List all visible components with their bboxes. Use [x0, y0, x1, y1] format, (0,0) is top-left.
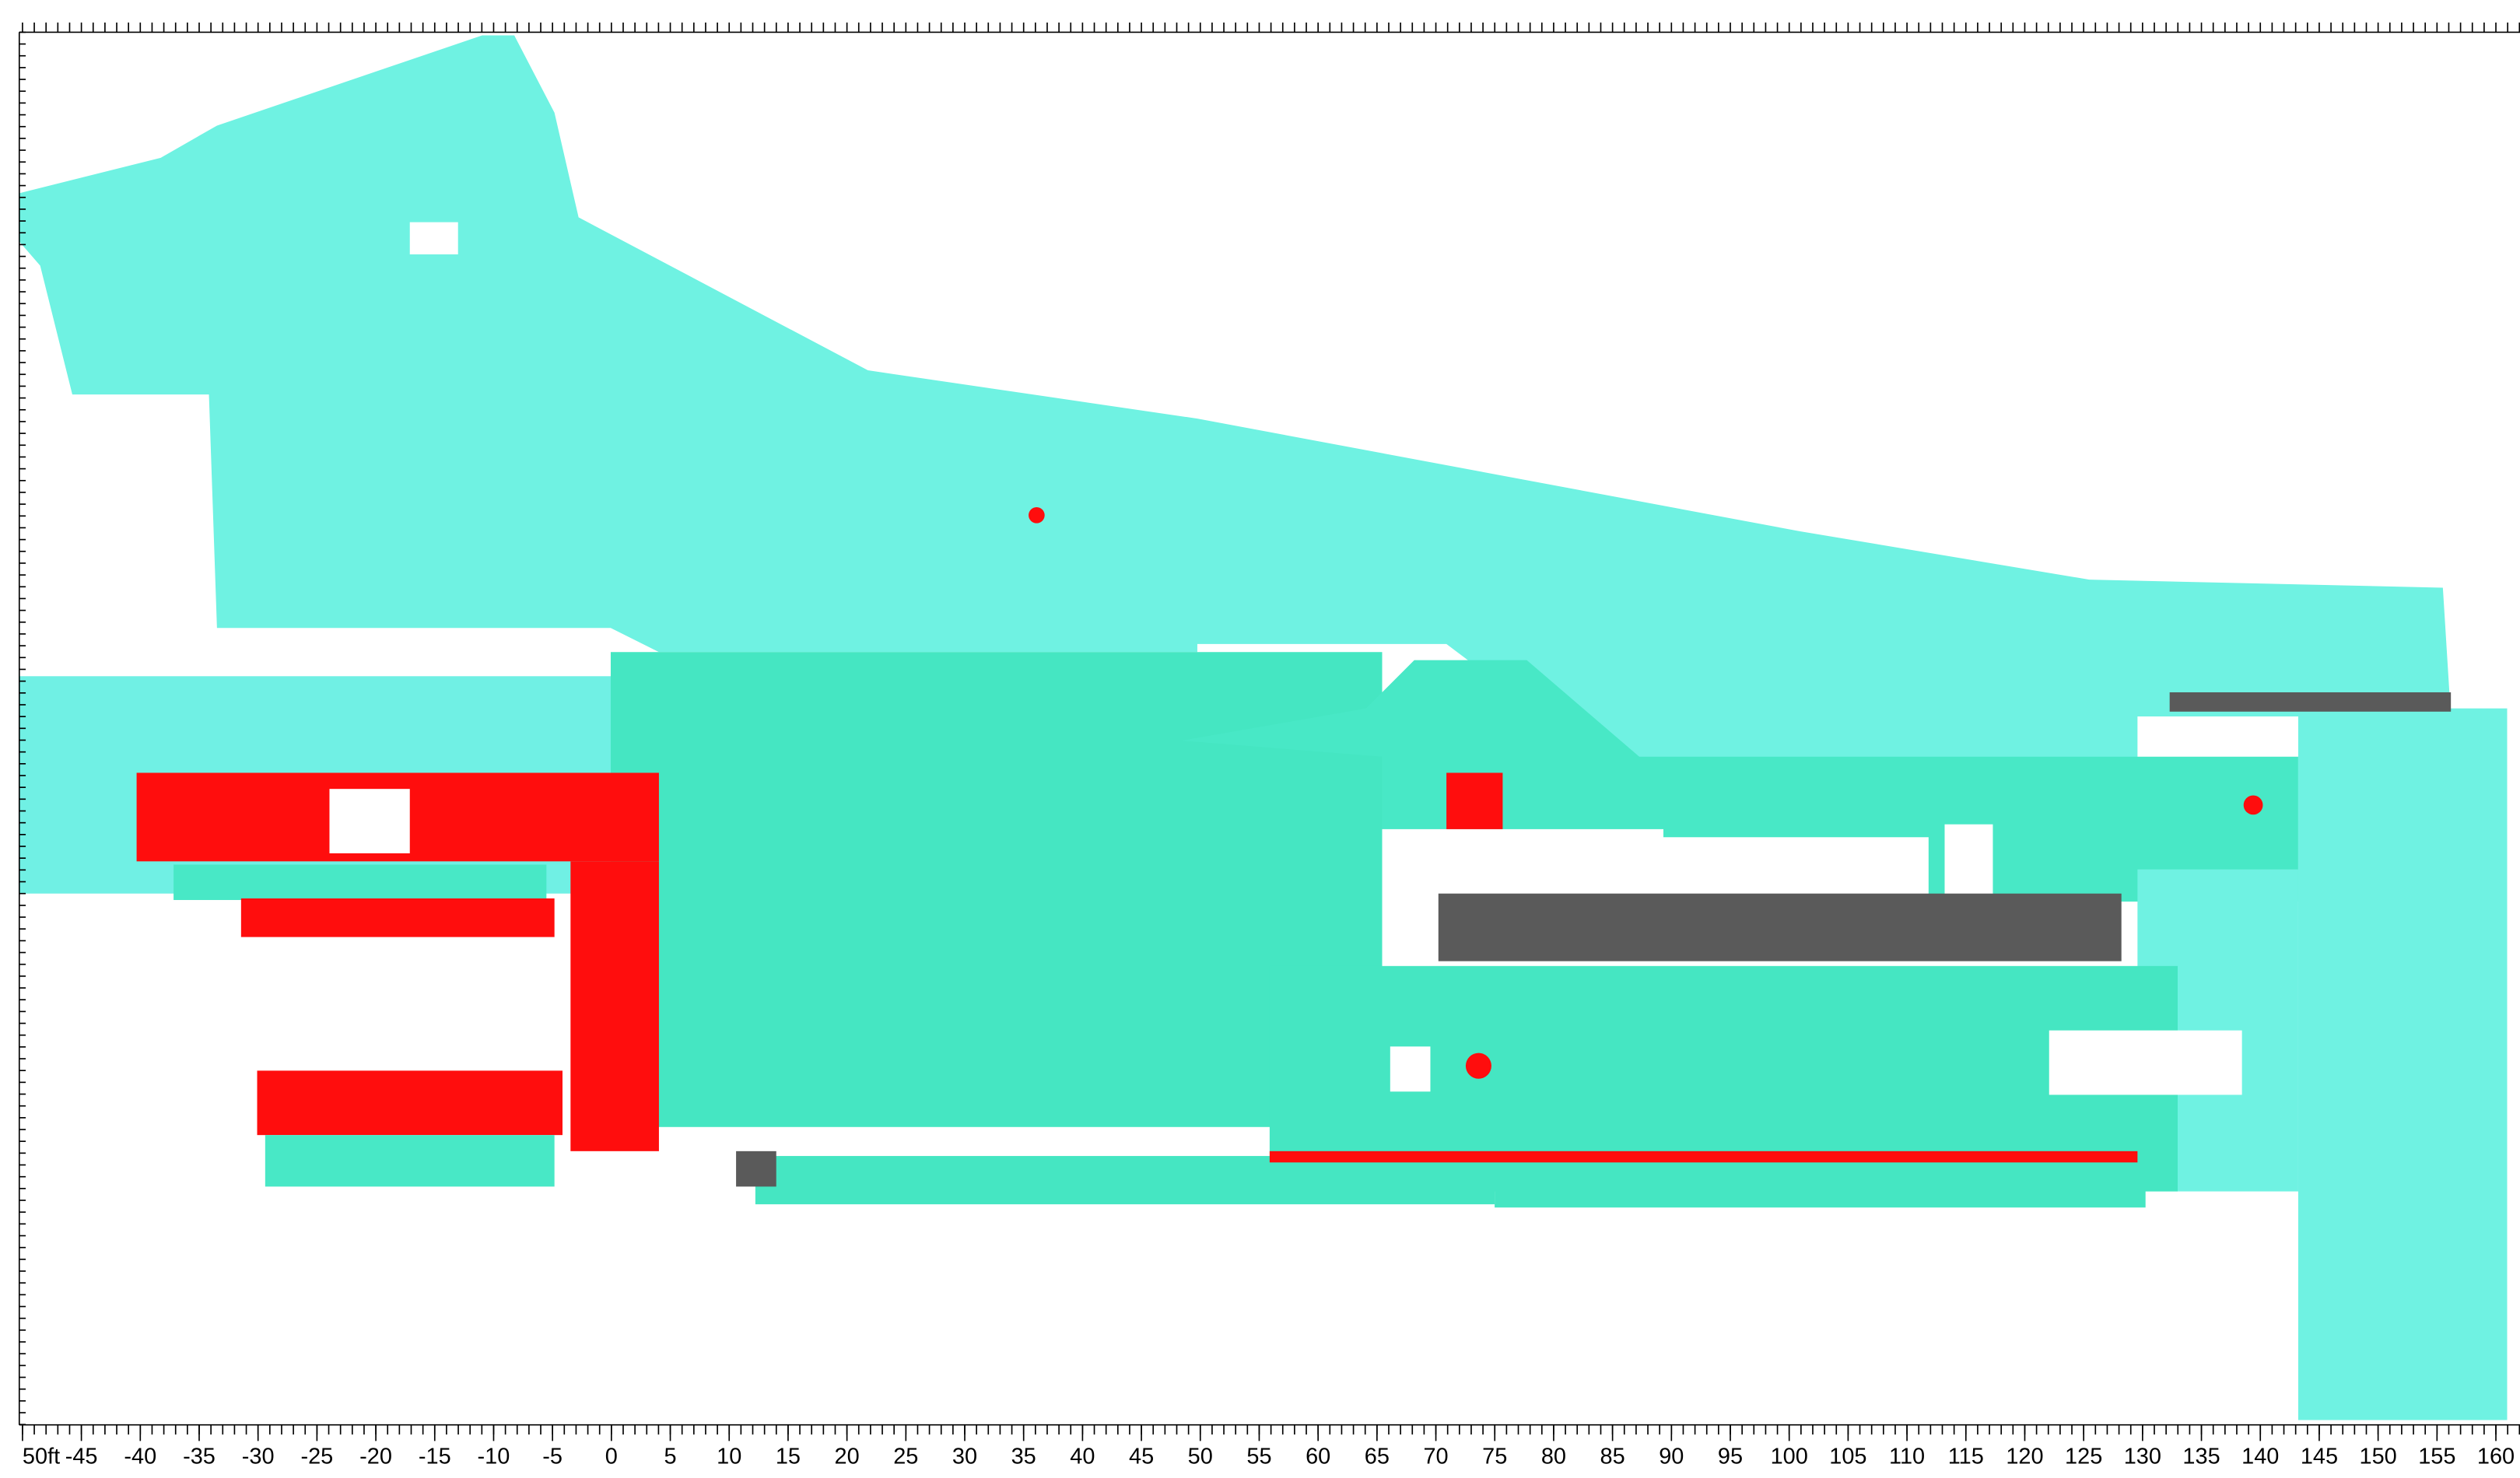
tick-label: 55	[1246, 1444, 1271, 1469]
dark-zone	[2169, 692, 2452, 712]
tick-label: -25	[300, 1444, 333, 1469]
tick-label: 105	[1829, 1444, 1866, 1469]
scan-region	[19, 35, 2452, 765]
scan-region	[2049, 1030, 2242, 1095]
tick-label: 50ft	[23, 1444, 60, 1469]
tick-label: 120	[2006, 1444, 2043, 1469]
hot-zone	[570, 861, 659, 1151]
tick-label: 60	[1306, 1444, 1330, 1469]
tick-label: 90	[1659, 1444, 1684, 1469]
hot-spot	[2243, 795, 2263, 815]
tick-label: 155	[2418, 1444, 2455, 1469]
tick-label: 150	[2360, 1444, 2397, 1469]
hole	[329, 789, 410, 853]
hot-zone	[1269, 1151, 2138, 1163]
scan-region	[1390, 1046, 1431, 1092]
scan-region	[409, 222, 458, 255]
tick-label: -30	[242, 1444, 275, 1469]
tick-label: 5	[664, 1444, 677, 1469]
hot-spot	[1465, 1052, 1491, 1079]
tick-label: 25	[893, 1444, 918, 1469]
tick-label: 10	[717, 1444, 741, 1469]
tick-label: 100	[1771, 1444, 1808, 1469]
tick-label: 130	[2124, 1444, 2161, 1469]
tick-label: -45	[65, 1444, 98, 1469]
dark-zone	[736, 1151, 776, 1187]
tick-label: 15	[776, 1444, 801, 1469]
tick-label: 85	[1600, 1444, 1625, 1469]
tick-label: 50	[1188, 1444, 1213, 1469]
scan-region	[265, 1135, 555, 1187]
scan-region	[173, 864, 547, 900]
hot-zone	[1446, 772, 1503, 829]
tick-label: -35	[183, 1444, 216, 1469]
tick-label: 125	[2065, 1444, 2102, 1469]
tick-label: 75	[1482, 1444, 1507, 1469]
tick-label: 20	[835, 1444, 860, 1469]
tick-label: 80	[1541, 1444, 1566, 1469]
tick-label: -10	[478, 1444, 510, 1469]
tick-label: -40	[124, 1444, 156, 1469]
scan-region	[1495, 1172, 2146, 1208]
tick-label: 40	[1070, 1444, 1095, 1469]
tick-label: 65	[1365, 1444, 1390, 1469]
tick-label: 140	[2241, 1444, 2279, 1469]
tick-label: 145	[2301, 1444, 2338, 1469]
scan-region	[2297, 708, 2508, 1420]
tick-label: 110	[1889, 1444, 1925, 1469]
scan-region	[1382, 828, 1663, 870]
heatmap	[19, 35, 2508, 1420]
tick-label: 45	[1129, 1444, 1154, 1469]
tick-label: 30	[952, 1444, 977, 1469]
scan-region	[610, 652, 1383, 1127]
tick-label: -15	[419, 1444, 451, 1469]
tick-label: 70	[1423, 1444, 1448, 1469]
tick-label: 135	[2182, 1444, 2220, 1469]
tick-label: 160	[2477, 1444, 2515, 1469]
scan-region	[1181, 660, 2298, 902]
ruler-ticks: 50ft -45 -40 -35 -30 -25 -20 -15 -10 -5 0 5 10 15 20 25…	[19, 22, 2520, 1469]
tick-label: 115	[1948, 1444, 1984, 1469]
tick-label: -20	[359, 1444, 392, 1469]
tick-label: -5	[542, 1444, 563, 1469]
tick-label: 95	[1718, 1444, 1743, 1469]
tick-label: 35	[1011, 1444, 1036, 1469]
scan-region	[755, 1156, 1495, 1205]
hot-zone	[240, 898, 555, 937]
hot-spot	[1029, 506, 1045, 524]
dark-zone	[1438, 893, 2122, 961]
tick-label: 0	[605, 1444, 618, 1469]
hot-zone	[257, 1070, 563, 1136]
